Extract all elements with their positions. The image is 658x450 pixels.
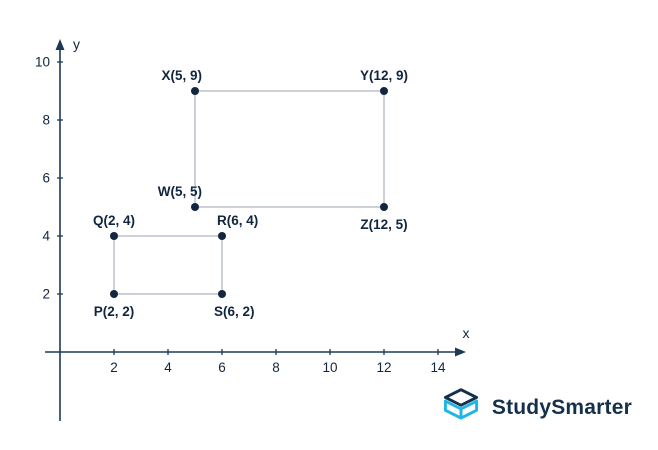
x-tick-label: 2 <box>110 360 118 375</box>
studysmarter-box-icon <box>443 388 478 420</box>
point-label-R: R(6, 4) <box>217 213 258 228</box>
x-tick-label: 12 <box>376 360 391 375</box>
data-point-X <box>191 87 199 95</box>
data-point-P <box>110 290 118 298</box>
point-label-S: S(6, 2) <box>214 304 255 319</box>
point-label-X: X(5, 9) <box>161 68 202 83</box>
x-tick-label: 10 <box>322 360 337 375</box>
x-tick-label: 6 <box>218 360 226 375</box>
y-axis-label: y <box>73 36 80 52</box>
data-point-R <box>218 232 226 240</box>
point-label-Y: Y(12, 9) <box>360 68 408 83</box>
data-point-Q <box>110 232 118 240</box>
x-axis-arrow <box>455 347 466 357</box>
x-axis-label: x <box>463 325 470 341</box>
point-label-Z: Z(12, 5) <box>360 217 407 232</box>
y-tick-label: 10 <box>35 55 50 70</box>
data-point-W <box>191 203 199 211</box>
x-tick-label: 8 <box>272 360 280 375</box>
y-tick-label: 8 <box>42 113 50 128</box>
rectangle-PQRS <box>113 235 223 295</box>
y-tick-label: 2 <box>42 287 50 302</box>
point-label-W: W(5, 5) <box>158 184 202 199</box>
studysmarter-wordmark: StudySmarter <box>491 396 632 419</box>
y-tick-label: 4 <box>42 229 50 244</box>
point-label-Q: Q(2, 4) <box>93 213 135 228</box>
data-point-S <box>218 290 226 298</box>
rectangle-WXYZ <box>194 90 385 208</box>
y-axis-arrow <box>55 39 65 50</box>
y-tick-label: 6 <box>42 171 50 186</box>
x-tick-label: 14 <box>430 360 446 375</box>
x-tick-label: 4 <box>164 360 172 375</box>
studysmarter-logo: StudySmarter <box>439 386 632 430</box>
point-label-P: P(2, 2) <box>94 304 135 319</box>
data-point-Y <box>380 87 388 95</box>
data-point-Z <box>380 203 388 211</box>
